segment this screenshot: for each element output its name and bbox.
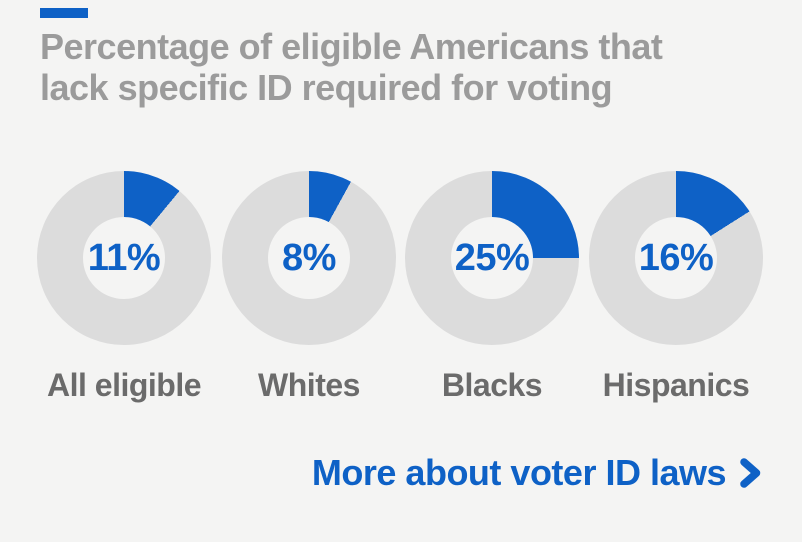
donut-value-label: 25%: [454, 236, 530, 279]
donut-category-label: All eligible: [46, 367, 202, 403]
donut-chart-cell: 16% Hispanics: [589, 171, 763, 404]
donut-chart: 25%: [405, 171, 579, 345]
more-about-voter-id-laws-link[interactable]: More about voter ID laws: [312, 452, 762, 494]
chart-title: Percentage of eligible Americans that lac…: [40, 26, 663, 108]
donut-value-label: 8%: [282, 236, 336, 279]
donut-chart: 11%: [37, 171, 211, 345]
donut-chart-cell: 8% Whites: [222, 171, 396, 404]
accent-bar: [40, 8, 88, 18]
chart-title-line2: lack specific ID required for voting: [40, 67, 613, 108]
donut-hole: 8%: [268, 217, 350, 299]
donut-category-label: Whites: [258, 367, 360, 403]
chevron-right-icon: [740, 458, 761, 488]
donut-hole: 11%: [83, 217, 165, 299]
chart-title-line1: Percentage of eligible Americans that: [40, 26, 663, 67]
donut-chart-cell: 11% All eligible: [37, 171, 211, 404]
donut-chart: 8%: [222, 171, 396, 345]
donut-category-label: Hispanics: [602, 367, 750, 403]
donut-hole: 25%: [451, 217, 533, 299]
donut-chart: 16%: [589, 171, 763, 345]
donut-hole: 16%: [635, 217, 717, 299]
donut-chart-cell: 25% Blacks: [405, 171, 579, 404]
more-link-label: More about voter ID laws: [311, 452, 727, 493]
donut-value-label: 11%: [87, 236, 161, 279]
donut-category-label: Blacks: [441, 367, 543, 403]
donut-value-label: 16%: [638, 236, 714, 279]
